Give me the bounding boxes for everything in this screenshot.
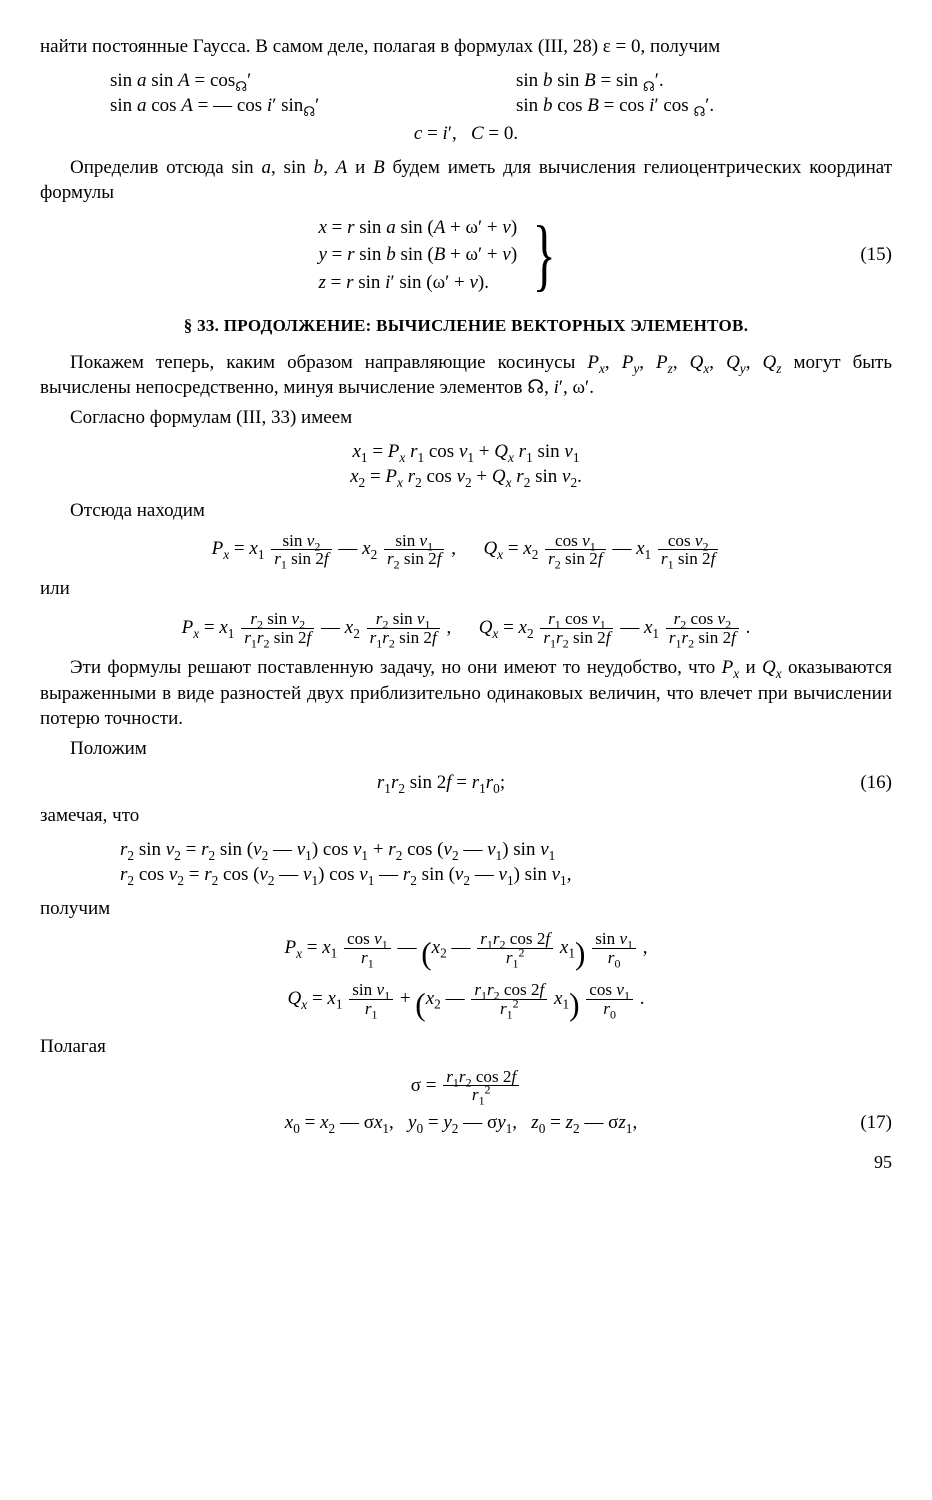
brace-icon: }: [533, 215, 556, 295]
eq15-l1: x = r sin a sin (A + ω′ + v): [318, 215, 517, 241]
eq-A-r2: sin b cos B = cos i′ cos ☊′.: [516, 93, 892, 119]
eqB-l1: x1 = Px r1 cos v1 + Qx r1 sin v1: [40, 439, 892, 465]
eq15-l3: z = r sin i′ sin (ω′ + v).: [318, 270, 517, 296]
eqG-sigma: σ = r1r2 cos 2fr12: [40, 1068, 892, 1105]
paragraph-7: Эти формулы решают поставленную задачу, …: [40, 655, 892, 732]
paragraph-9: замечая, что: [40, 803, 892, 829]
equation-block-D: Px = x1 r2 sin v2r1r2 sin 2f — x2 r2 sin…: [40, 610, 892, 647]
paragraph-intro: найти постоянные Гаусса. В самом деле, п…: [40, 34, 892, 60]
eq16-number: (16): [842, 770, 892, 796]
paragraph-4: Согласно формулам (III, 33) имеем: [40, 405, 892, 431]
equation-block-E: r2 sin v2 = r2 sin (v2 — v1) cos v1 + r2…: [120, 837, 892, 888]
equation-block-F: Px = x1 cos v1r1 — (x2 — r1r2 cos 2fr12 …: [40, 930, 892, 1026]
eq15-l2: y = r sin b sin (B + ω′ + v): [318, 242, 517, 268]
equation-15: x = r sin a sin (A + ω′ + v) y = r sin b…: [40, 214, 892, 297]
equation-16: r1r2 sin 2f = r1r0; (16): [40, 770, 892, 796]
eqF-l2: Qx = x1 sin v1r1 + (x2 — r1r2 cos 2fr12 …: [40, 981, 892, 1026]
eqB-l2: x2 = Px r2 cos v2 + Qx r2 sin v2.: [40, 464, 892, 490]
paragraph-11: Полагая: [40, 1034, 892, 1060]
eqC-qx: Qx = x2 cos v1r2 sin 2f — x1 cos v2r1 si…: [483, 538, 720, 559]
eqC-px: Px = x1 sin v2r1 sin 2f — x2 sin v1r2 si…: [212, 538, 456, 559]
eq16-text: r1r2 sin 2f = r1r0;: [40, 770, 842, 796]
section-title: § 33. ПРОДОЛЖЕНИЕ: ВЫЧИСЛЕНИЕ ВЕКТОРНЫХ …: [40, 315, 892, 338]
eqF-l1: Px = x1 cos v1r1 — (x2 — r1r2 cos 2fr12 …: [40, 930, 892, 975]
eq17-number: (17): [842, 1110, 892, 1136]
paragraph-8: Положим: [40, 736, 892, 762]
eqE-l2: r2 cos v2 = r2 cos (v2 — v1) cos v1 — r2…: [120, 862, 892, 888]
paragraph-10: получим: [40, 896, 892, 922]
paragraph-2: Определив отсюда sin a, sin b, A и B буд…: [40, 155, 892, 206]
eq-A-center: c = i′, C = 0.: [40, 121, 892, 147]
eq-A-r1: sin b sin B = sin ☊′.: [516, 68, 892, 94]
paragraph-5: Отсюда находим: [40, 498, 892, 524]
eqD-px: Px = x1 r2 sin v2r1r2 sin 2f — x2 r2 sin…: [182, 617, 452, 638]
paragraph-3: Покажем теперь, каким образом направляющ…: [40, 350, 892, 401]
eq-A-l1: sin a sin A = cos☊′: [110, 68, 486, 94]
eq15-number: (15): [842, 242, 892, 268]
paragraph-6: или: [40, 576, 892, 602]
eqG-xyz: x0 = x2 — σx1, y0 = y2 — σy1, z0 = z2 — …: [40, 1110, 842, 1136]
eqD-qx: Qx = x2 r1 cos v1r1r2 sin 2f — x1 r2 cos…: [479, 617, 751, 638]
equation-block-C: Px = x1 sin v2r1 sin 2f — x2 sin v1r2 si…: [40, 532, 892, 569]
equation-17: σ = r1r2 cos 2fr12 x0 = x2 — σx1, y0 = y…: [40, 1068, 892, 1137]
eq-A-l2: sin a cos A = — cos i′ sin☊′: [110, 93, 486, 119]
equation-block-A: sin a sin A = cos☊′ sin b sin B = sin ☊′…: [40, 68, 892, 147]
equation-block-B: x1 = Px r1 cos v1 + Qx r1 sin v1 x2 = Px…: [40, 439, 892, 490]
eqE-l1: r2 sin v2 = r2 sin (v2 — v1) cos v1 + r2…: [120, 837, 892, 863]
page-number: 95: [40, 1150, 892, 1174]
